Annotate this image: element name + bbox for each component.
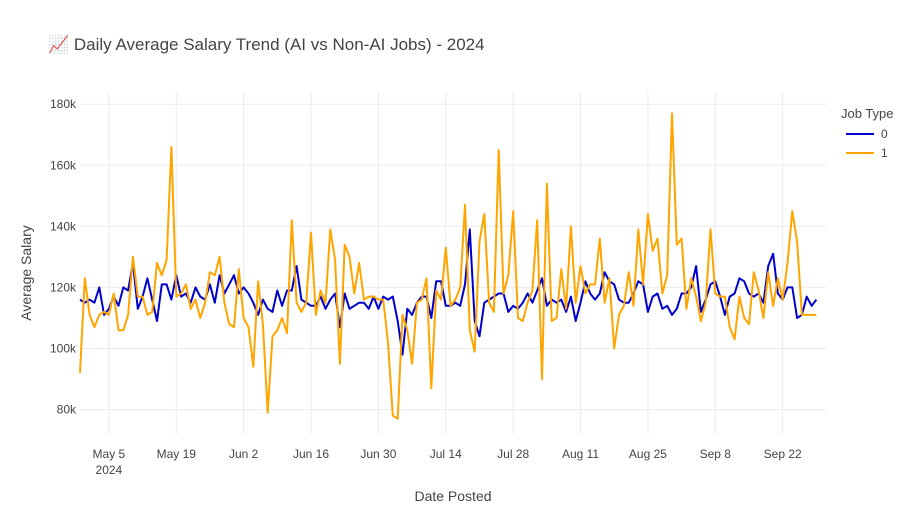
x-axis-title: Date Posted <box>414 488 491 504</box>
x-tick-label: Aug 25 <box>629 447 667 461</box>
x-tick-label: Jun 2 <box>229 447 259 461</box>
series-line-0 <box>79 228 818 356</box>
x-tick-label: Jun 30 <box>360 447 396 461</box>
x-tick-label: Sep 8 <box>700 447 732 461</box>
series-line-1 <box>79 112 817 420</box>
y-tick-label: 100k <box>50 342 77 356</box>
chart-title: 📈 Daily Average Salary Trend (AI vs Non-… <box>48 34 485 54</box>
x-tick-label: May 19 <box>157 447 197 461</box>
x-tick-label: Jun 16 <box>293 447 329 461</box>
gridlines <box>80 92 826 434</box>
y-axis-ticks: 80k 100k 120k 140k 160k 180k <box>50 97 77 416</box>
x-axis-ticks: May 5 2024 May 19 Jun 2 Jun 16 Jun 30 Jul 14 Ju… <box>93 447 802 477</box>
y-tick-label: 140k <box>50 219 77 233</box>
y-axis-title: Average Salary <box>18 225 34 320</box>
y-tick-label: 180k <box>50 97 77 111</box>
legend-label-1: 1 <box>881 146 888 160</box>
x-tick-year-label: 2024 <box>96 463 123 477</box>
legend-label-0: 0 <box>881 127 888 141</box>
x-tick-label: Sep 22 <box>764 447 802 461</box>
legend[interactable]: Job Type 0 1 <box>841 106 894 160</box>
x-tick-label: Jul 14 <box>430 447 462 461</box>
x-tick-label: May 5 <box>93 447 126 461</box>
series-lines <box>79 112 818 420</box>
y-tick-label: 120k <box>50 280 77 294</box>
legend-title: Job Type <box>841 106 894 121</box>
x-tick-label: Aug 11 <box>562 447 599 461</box>
x-tick-label: Jul 28 <box>497 447 529 461</box>
y-tick-label: 80k <box>57 403 77 417</box>
y-tick-label: 160k <box>50 158 77 172</box>
